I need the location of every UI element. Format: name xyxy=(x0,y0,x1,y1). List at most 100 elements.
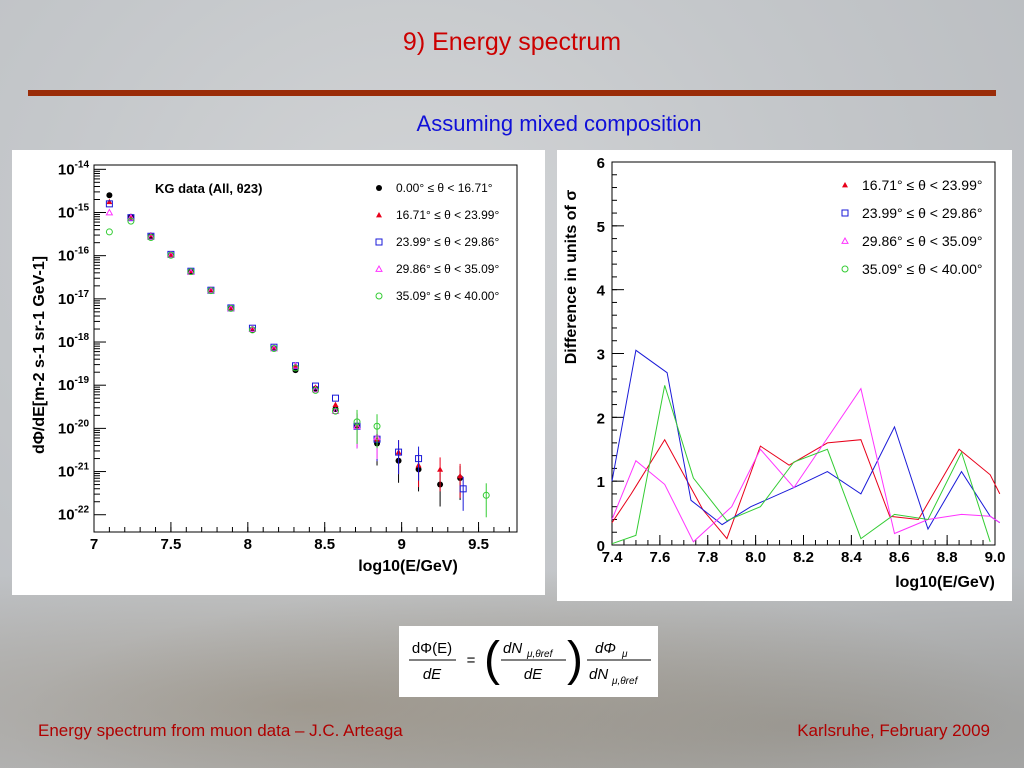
y-tick-label: 4 xyxy=(597,283,606,300)
formula-lhs-denominator: dE xyxy=(423,666,442,683)
formula-mid-numerator-sub: μ,θref xyxy=(526,649,554,660)
legend-label: 29.86° ≤ θ < 35.09° xyxy=(862,233,982,249)
legend-marker xyxy=(376,185,382,191)
slide-title: 9) Energy spectrum xyxy=(402,28,622,56)
x-tick-label: 8.5 xyxy=(314,536,335,553)
y-tick-label: 2 xyxy=(597,410,605,427)
data-point xyxy=(457,472,464,479)
y-tick-label: 10-14 xyxy=(58,159,90,178)
energy-spectrum-formula: dΦ(E) dE = ( dN μ,θref dE ) dΦ μ dN μ,θr… xyxy=(409,633,651,687)
series-line xyxy=(611,349,1001,531)
x-tick-label: 7 xyxy=(90,536,98,553)
x-tick-label: 9.0 xyxy=(985,549,1006,566)
legend-marker xyxy=(375,264,383,272)
data-point xyxy=(248,325,257,332)
x-tick-label: 8.8 xyxy=(937,549,958,566)
y-tick-label: 10-19 xyxy=(58,375,90,394)
x-axis-label: log10(E/GeV) xyxy=(358,558,458,575)
data-point xyxy=(292,362,299,369)
formula-close-paren: ) xyxy=(567,633,583,686)
data-point xyxy=(167,251,175,259)
data-point xyxy=(311,382,319,390)
legend-label: 35.09° ≤ θ < 40.00° xyxy=(862,261,982,277)
y-axis-label: Difference in units of σ xyxy=(563,190,580,365)
difference-chart: 7.4 7.6 7.8 8.0 8.2 8.4 8.6 8.8 9.0 0 1 2 3 4 5 6 16.71… xyxy=(563,155,1006,591)
data-point xyxy=(331,394,339,402)
data-point xyxy=(227,304,235,312)
y-tick-label: 3 xyxy=(597,347,605,364)
data-point xyxy=(147,234,155,242)
data-point xyxy=(127,213,135,221)
formula-box: dΦ(E) dE = ( dN μ,θref dE ) dΦ μ dN μ,θr… xyxy=(399,626,658,697)
legend-marker xyxy=(375,238,383,246)
chart-title: KG data (All, θ23) xyxy=(155,181,262,196)
footer-location-date: Karlsruhe, February 2009 xyxy=(797,721,990,740)
series-line xyxy=(611,438,1001,540)
legend-marker xyxy=(842,182,848,188)
y-tick-label: 1 xyxy=(597,474,605,491)
legend-marker xyxy=(375,292,383,300)
data-point xyxy=(106,192,113,199)
y-tick-label: 10-16 xyxy=(58,246,90,265)
x-tick-label: 8.4 xyxy=(841,549,863,566)
data-point xyxy=(331,407,339,415)
x-axis-label: log10(E/GeV) xyxy=(895,574,995,591)
legend-label: 23.99° ≤ θ < 29.86° xyxy=(862,205,982,221)
formula-equals: = xyxy=(467,652,476,669)
data-point xyxy=(248,326,256,334)
x-tick-label: 8.0 xyxy=(745,549,766,566)
x-tick-label: 9 xyxy=(397,536,405,553)
data-point xyxy=(227,304,235,312)
x-tick-label: 9.5 xyxy=(468,536,489,553)
x-tick-label: 8.6 xyxy=(889,549,910,566)
data-point xyxy=(270,345,278,352)
data-point xyxy=(373,422,381,430)
data-point xyxy=(207,286,215,294)
series-line xyxy=(611,385,991,545)
formula-rhs-denominator: dN xyxy=(589,666,608,683)
formula-mid-denominator: dE xyxy=(524,666,543,683)
series-line xyxy=(611,387,1001,543)
y-tick-label: 10-20 xyxy=(58,418,90,437)
data-point xyxy=(187,268,195,276)
data-point xyxy=(106,198,113,205)
footer-author: Energy spectrum from muon data – J.C. Ar… xyxy=(38,721,403,740)
legend-label: 35.09° ≤ θ < 40.00° xyxy=(396,289,499,303)
data-point xyxy=(353,418,361,426)
legend-label: 16.71° ≤ θ < 23.99° xyxy=(396,208,499,222)
title-divider xyxy=(28,90,996,96)
formula-mid-numerator: dN xyxy=(503,640,522,657)
x-tick-label: 8.2 xyxy=(793,549,814,566)
y-tick-label: 10-22 xyxy=(58,505,90,524)
y-tick-label: 10-17 xyxy=(58,289,90,308)
data-point xyxy=(437,466,444,472)
y-tick-label: 5 xyxy=(597,219,605,236)
data-point xyxy=(105,208,114,216)
legend-marker xyxy=(841,265,849,273)
data-point xyxy=(292,364,300,372)
y-tick-label: 10-15 xyxy=(58,202,90,221)
slide-subtitle: Assuming mixed composition xyxy=(416,111,702,136)
data-point xyxy=(147,232,155,240)
legend-marker xyxy=(841,236,849,244)
data-point xyxy=(127,217,135,225)
x-tick-label: 7.8 xyxy=(697,549,718,566)
spectrum-chart-panel: 7 7.5 8 8.5 9 9.5 10-14 10-15 10-16 10-17 10-18 10-… xyxy=(12,150,545,595)
data-point xyxy=(331,407,340,415)
legend-label: 16.71° ≤ θ < 23.99° xyxy=(862,177,982,193)
data-point xyxy=(311,386,319,394)
data-point xyxy=(167,250,175,258)
formula-lhs-numerator: dΦ(E) xyxy=(412,640,452,657)
formula-rhs-numerator-sub: μ xyxy=(621,649,628,660)
x-tick-label: 7.6 xyxy=(649,549,670,566)
formula-rhs-numerator: dΦ xyxy=(595,640,616,657)
data-point xyxy=(270,344,278,352)
y-tick-label: 6 xyxy=(597,155,605,172)
formula-open-paren: ( xyxy=(484,633,500,686)
spectrum-chart: 7 7.5 8 8.5 9 9.5 10-14 10-15 10-16 10-17 10-18 10-… xyxy=(31,159,518,575)
data-point xyxy=(395,448,403,456)
data-point xyxy=(105,200,113,208)
y-tick-label: 10-18 xyxy=(58,332,90,351)
x-tick-label: 8 xyxy=(244,536,252,553)
data-point xyxy=(105,228,113,236)
